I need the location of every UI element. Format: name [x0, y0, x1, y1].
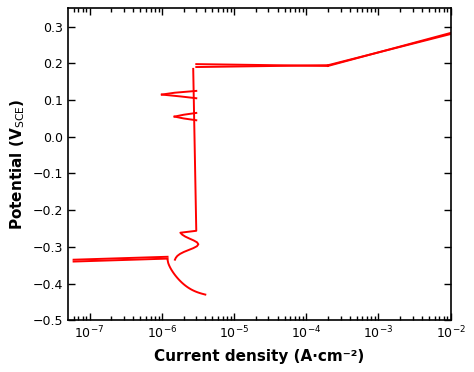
X-axis label: Current density (A·cm⁻²): Current density (A·cm⁻²) — [154, 349, 365, 364]
Y-axis label: Potential (V$_\mathrm{SCE}$): Potential (V$_\mathrm{SCE}$) — [9, 99, 27, 230]
